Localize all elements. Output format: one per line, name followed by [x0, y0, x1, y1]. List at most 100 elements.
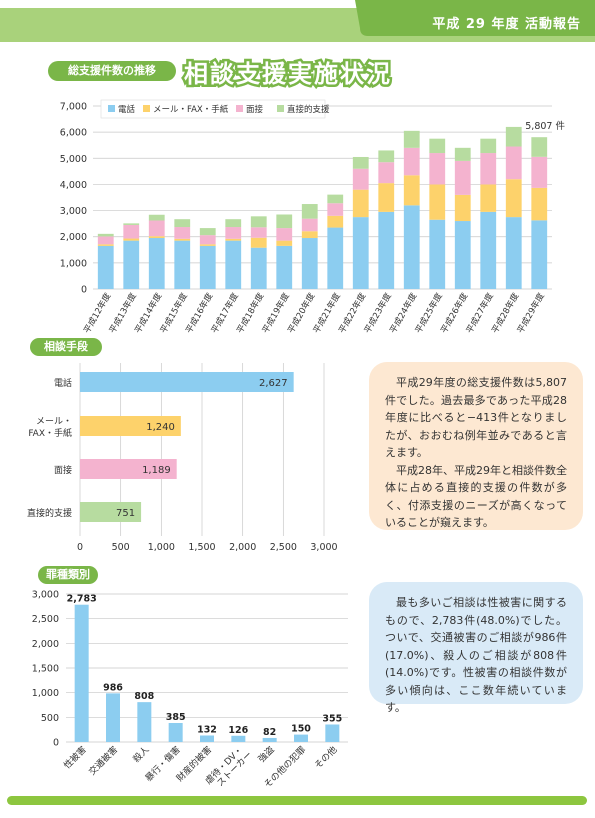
bar-segment	[454, 194, 471, 222]
bar-segment	[225, 238, 242, 241]
means-pill: 相談手段	[30, 338, 102, 356]
bar-segment	[123, 224, 140, 239]
bar-segment	[123, 223, 140, 225]
data-label: 126	[228, 725, 248, 736]
y-tick-label: 1,000	[60, 258, 87, 269]
bar-segment	[199, 228, 216, 236]
y-tick-label: 0	[53, 738, 59, 749]
bar-segment	[199, 244, 216, 246]
bar	[80, 416, 181, 436]
y-tick-label: 3,000	[32, 590, 59, 601]
bar-segment	[174, 240, 191, 289]
y-tick-label: 2,000	[32, 639, 59, 650]
x-tick-label: 3,000	[310, 542, 337, 553]
bar	[80, 372, 294, 392]
bar-segment	[327, 227, 344, 289]
legend-swatch	[108, 105, 115, 112]
bar-segment	[378, 211, 395, 289]
bar-segment	[225, 227, 242, 239]
bar-segment	[276, 240, 293, 246]
bar-segment	[403, 147, 420, 176]
legend-box	[100, 99, 326, 119]
bar	[106, 693, 120, 742]
bar-segment	[250, 216, 267, 228]
data-label: 150	[291, 724, 311, 735]
legend-label: メール・FAX・手紙	[153, 104, 229, 115]
bar-segment	[352, 156, 369, 169]
x-tick-label: 500	[112, 542, 130, 553]
bar-segment	[123, 240, 140, 289]
y-tick-label: 1,500	[32, 664, 59, 675]
data-label: 132	[197, 724, 217, 735]
bar-segment	[352, 168, 369, 190]
data-label: 2,783	[67, 594, 97, 605]
bar-segment	[505, 146, 522, 180]
bar-segment	[480, 184, 497, 212]
bar-segment	[250, 247, 267, 289]
bar-segment	[531, 156, 548, 188]
bar-segment	[276, 228, 293, 241]
bar-segment	[403, 205, 420, 289]
bar-segment	[480, 138, 497, 154]
bar-segment	[429, 138, 446, 154]
bar-segment	[250, 227, 267, 238]
bar-segment	[250, 237, 267, 248]
legend-label: 直接的支援	[287, 104, 330, 115]
bar-segment	[378, 162, 395, 184]
report-label: 平成 29 年度 活動報告	[432, 17, 581, 32]
bar-segment	[301, 204, 318, 219]
bar-segment	[429, 219, 446, 289]
bar-segment	[454, 147, 471, 161]
legend-swatch	[277, 105, 284, 112]
x-tick-label: 1,500	[188, 542, 215, 553]
category-label: 面接	[54, 464, 72, 476]
summary-bubble: 平成29年度の総支援件数は5,807件でした。過去最多であった平成28年度に比べ…	[369, 362, 583, 530]
y-tick-label: 2,000	[60, 232, 87, 243]
trend-pill: 総支援件数の推移	[48, 61, 176, 81]
bar-segment	[327, 194, 344, 204]
category-label: メール・	[36, 417, 72, 427]
bar-segment	[225, 219, 242, 228]
category-label: 強盗	[256, 744, 277, 765]
page-title: 相談支援実施状況	[182, 58, 393, 91]
bar-segment	[352, 217, 369, 289]
bar-segment	[505, 179, 522, 218]
bar-segment	[480, 153, 497, 185]
bar	[80, 459, 177, 479]
bar-segment	[429, 153, 446, 185]
data-label: 1,189	[142, 465, 171, 476]
summary-paragraph-1: 平成29年度の総支援件数は5,807件でした。過去最多であった平成28年度に比べ…	[385, 376, 567, 459]
y-tick-label: 6,000	[60, 128, 87, 139]
category-label: 性被害	[61, 744, 89, 772]
bar-segment	[531, 220, 548, 289]
data-label: 82	[263, 727, 276, 738]
bar-segment	[505, 126, 522, 147]
bar-segment	[531, 137, 548, 157]
bar-segment	[97, 244, 114, 246]
bar	[200, 735, 214, 742]
footer-bar	[7, 796, 587, 805]
data-label: 2,627	[259, 378, 288, 389]
bar-segment	[174, 219, 191, 228]
crime-pill: 罪種類別	[38, 566, 98, 584]
x-tick-label: 0	[77, 542, 83, 553]
data-label: 355	[322, 713, 342, 724]
legend-label: 面接	[246, 104, 264, 115]
data-label: 751	[116, 508, 135, 519]
means-chart: 0 500 1,000 1,500 2,000 2,500 3,000 2,627 電話 1,24…	[27, 363, 338, 553]
bar-segment	[301, 218, 318, 232]
data-label: 986	[103, 682, 123, 693]
x-tick-label: 2,000	[229, 542, 256, 553]
bar-segment	[378, 183, 395, 212]
bar-segment	[97, 236, 114, 245]
crime-chart: 0 500 1,000 1,500 2,000 2,500 3,000 2,783 性被害 986…	[32, 590, 348, 790]
y-tick-label: 0	[81, 285, 87, 296]
bar-segment	[378, 150, 395, 163]
bar	[325, 724, 340, 742]
bar-segment	[327, 203, 344, 216]
bar	[80, 502, 142, 522]
bar-segment	[276, 245, 293, 289]
bar	[74, 604, 89, 742]
bar-segment	[199, 245, 216, 289]
bar	[231, 735, 246, 742]
